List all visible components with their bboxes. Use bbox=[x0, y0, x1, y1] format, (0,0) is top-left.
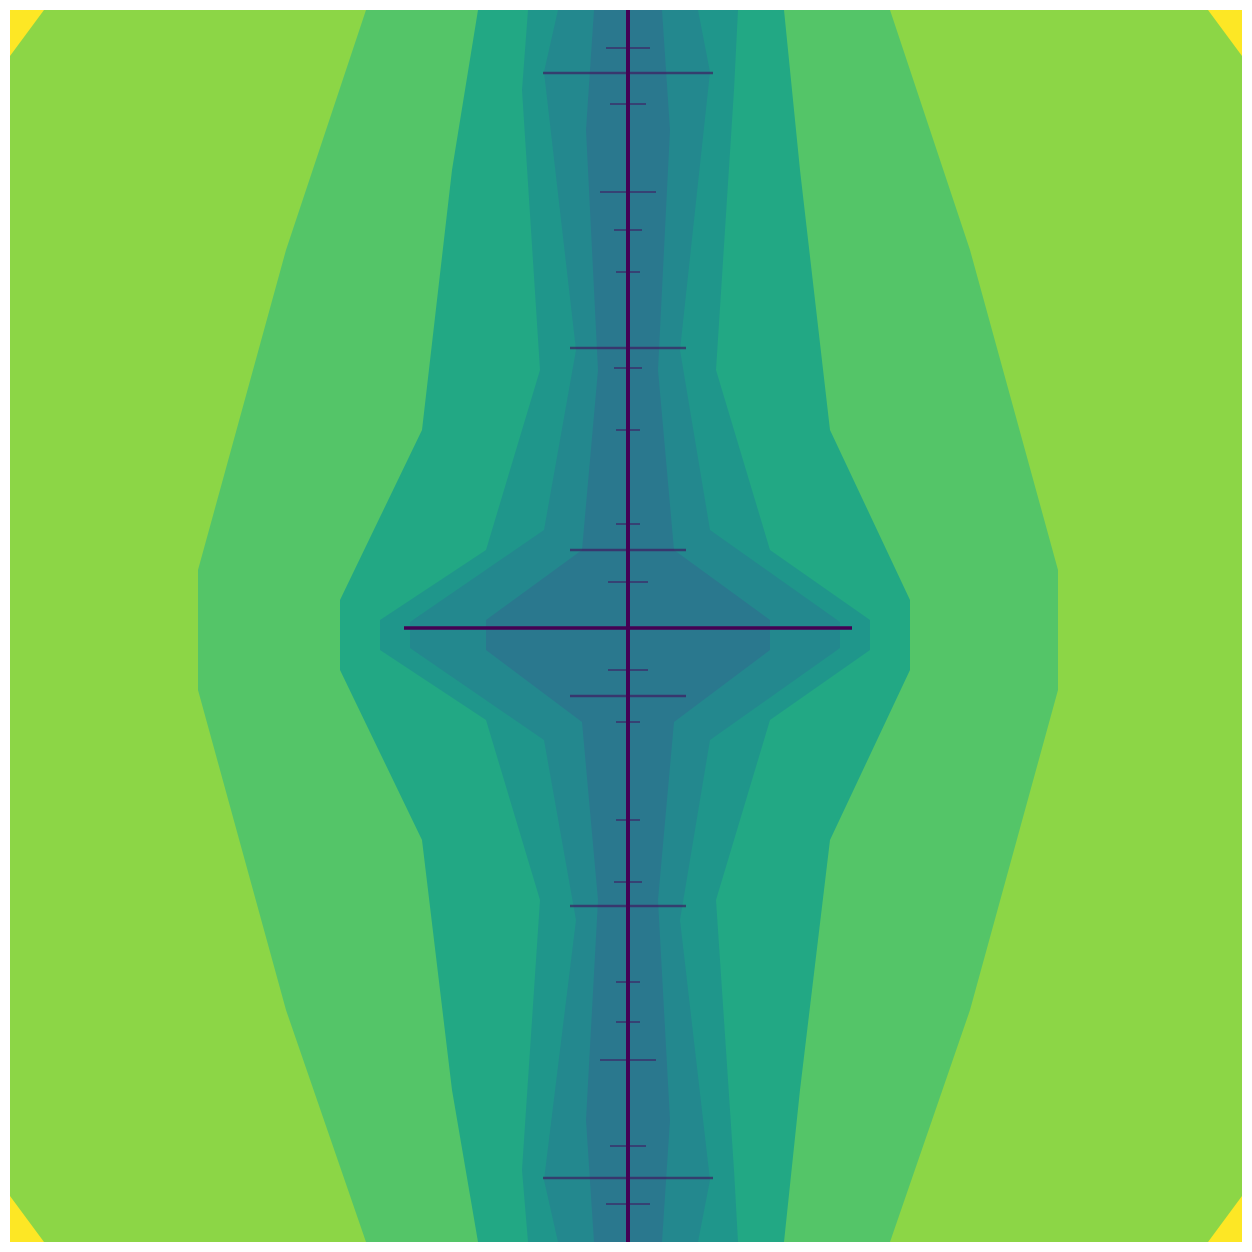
corner-top-left bbox=[10, 10, 44, 56]
fractal-image bbox=[10, 10, 1242, 1242]
corner-bottom-right bbox=[1208, 1196, 1242, 1242]
corner-bottom-left bbox=[10, 1196, 44, 1242]
fractal-svg bbox=[10, 10, 1242, 1242]
corner-top-right bbox=[1208, 10, 1242, 56]
